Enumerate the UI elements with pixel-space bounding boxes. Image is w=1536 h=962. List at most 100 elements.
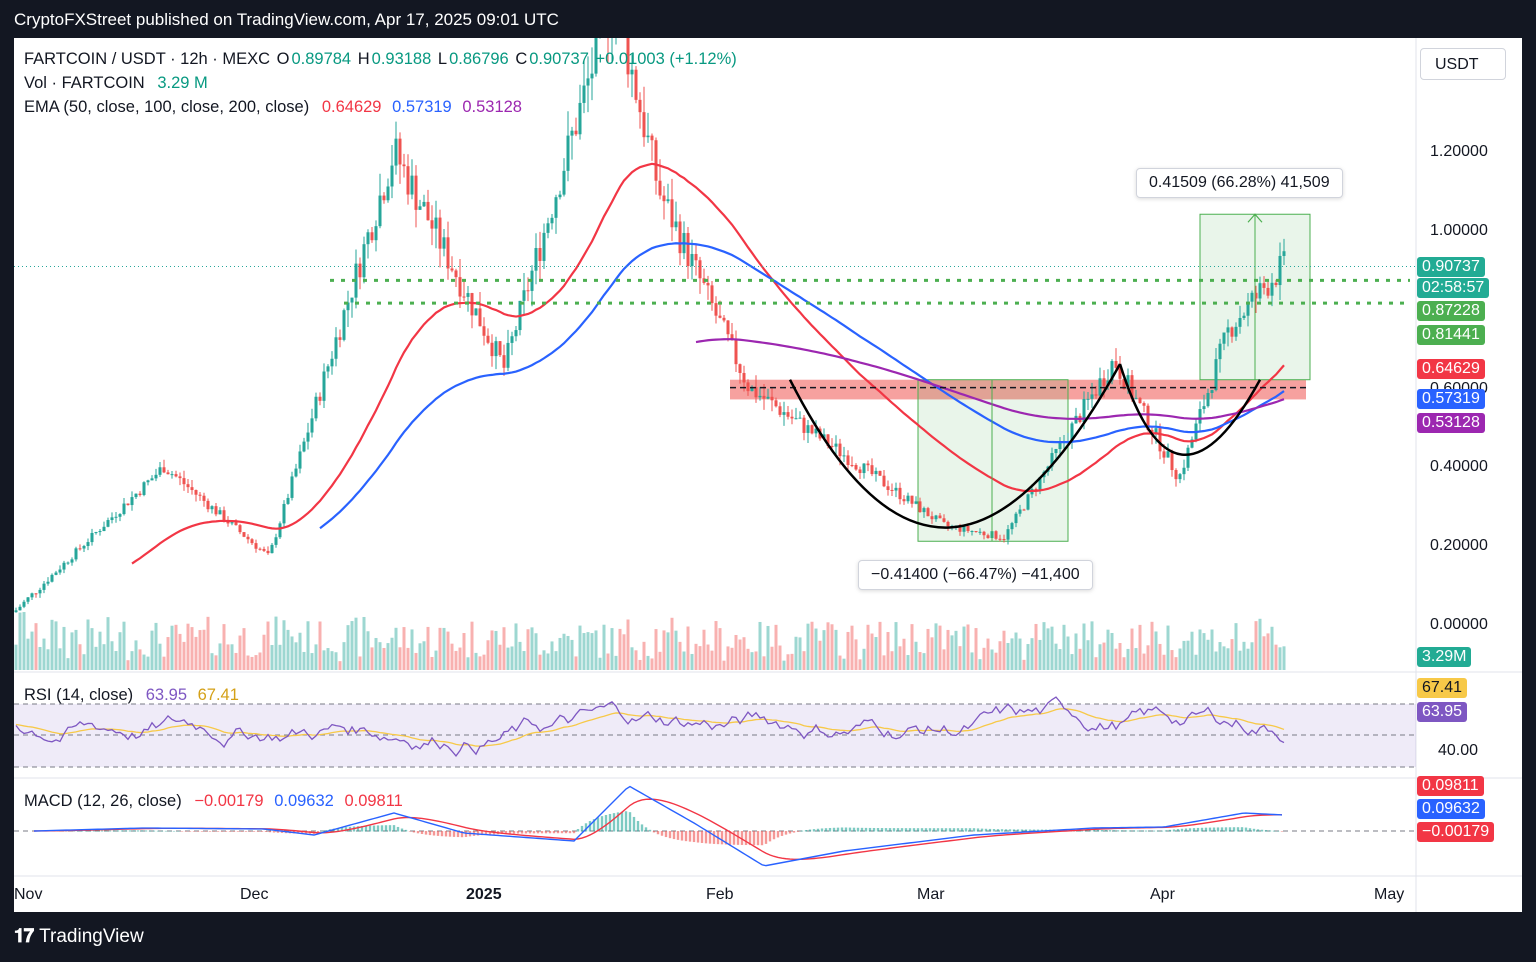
macd-histogram-bar [224,831,228,832]
macd-histogram-bar [696,831,700,843]
volume-bar [1214,651,1218,670]
macd-histogram-bar [316,831,320,833]
macd-histogram-bar [280,831,284,833]
macd-histogram-bar [616,812,620,832]
candle-body [1182,467,1186,475]
volume-bar [626,619,630,670]
volume-bar [622,634,626,670]
candle-body [326,366,330,372]
candle-body [726,320,730,335]
candle-body [182,478,186,485]
volume-bar [330,651,334,670]
macd-hist-label: −0.00179 [1417,822,1495,842]
macd-histogram-bar [904,828,908,832]
candle-body [850,465,854,467]
volume-label: 3.29M [1417,647,1472,667]
macd-histogram-bar [208,831,212,832]
macd-histogram-bar [908,828,912,832]
candle-body [190,487,194,491]
volume-bar [570,639,574,670]
volume-bar [94,646,98,670]
legend-change: +0.01003 (+1.12%) [595,50,737,68]
candle-body [198,494,202,496]
volume-bar [774,624,778,670]
candle-body [1054,449,1058,454]
legend-symbol[interactable]: FARTCOIN / USDT · 12h · MEXC [24,50,271,68]
volume-bar [1146,645,1150,670]
macd-histogram-bar [768,831,772,842]
macd-histogram-bar [112,830,116,832]
volume-bar [418,643,422,670]
volume-bar [574,656,578,670]
candle-body [526,290,530,292]
volume-bar [818,640,822,670]
macd-histogram-bar [1104,830,1108,832]
volume-bar [198,630,202,670]
candle-body [238,525,242,533]
tradingview-brand[interactable]: TradingView [39,926,144,947]
candle-body [810,425,814,434]
volume-bar [1150,621,1154,670]
volume-bar [1246,648,1250,670]
macd-histogram-bar [436,831,440,836]
macd-histogram-bar [1120,830,1124,832]
candle-body [66,562,70,564]
macd-histogram-bar [584,823,588,832]
candle-body [474,308,478,316]
candle-body [742,372,746,383]
candle-body [906,495,910,502]
candle-body [218,510,222,515]
volume-bar [738,639,742,670]
candle-body [822,434,826,439]
candle-body [674,221,678,228]
candle-body [14,610,18,613]
volume-bar [210,653,214,670]
macd-histogram-bar [636,820,640,832]
volume-bar [610,628,614,670]
rsi-ma-label: 67.41 [1417,678,1468,698]
handle-curve [1118,363,1262,456]
macd-histogram-bar [820,828,824,832]
volume-bar [794,636,798,670]
macd-histogram-bar [520,831,524,834]
macd-histogram-bar [1032,829,1036,832]
volume-bar [970,652,974,670]
macd-histogram-bar [116,830,120,832]
currency-selector[interactable]: USDT [1420,48,1506,80]
volume-bar [762,656,766,670]
volume-bar [498,644,502,670]
candle-body [826,434,830,446]
volume-bar [1082,623,1086,670]
rsi-band [14,704,1416,767]
candle-body [122,503,126,515]
macd-histogram-bar [1256,829,1260,832]
measure-down-label[interactable]: −0.41400 (−66.47%) −41,400 [858,560,1093,590]
candle-body [1082,398,1086,423]
candle-body [70,559,74,563]
volume-bar [258,652,262,670]
volume-bar [710,650,714,670]
arrowhead-icon [1247,213,1263,223]
candle-body [554,197,558,218]
time-tick: Feb [706,886,734,903]
macd-histogram-bar [164,830,168,832]
macd-histogram-bar [560,831,564,834]
macd-histogram-bar [876,828,880,832]
macd-histogram-bar [276,831,280,833]
macd-histogram-bar [1096,829,1100,832]
measure-up-label[interactable]: 0.41509 (66.28%) 41,509 [1136,168,1343,198]
volume-bar [510,646,514,670]
volume-bar [470,621,474,670]
volume-bar [994,652,998,670]
candle-body [1154,428,1158,435]
candle-body [510,336,514,343]
candle-body [690,253,694,267]
volume-bar [926,628,930,670]
candle-body [962,525,966,532]
macd-histogram-bar [928,828,932,832]
macd-histogram-bar [136,830,140,832]
macd-histogram-bar [428,831,432,836]
macd-histogram-bar [748,831,752,846]
candle-body [570,130,574,136]
